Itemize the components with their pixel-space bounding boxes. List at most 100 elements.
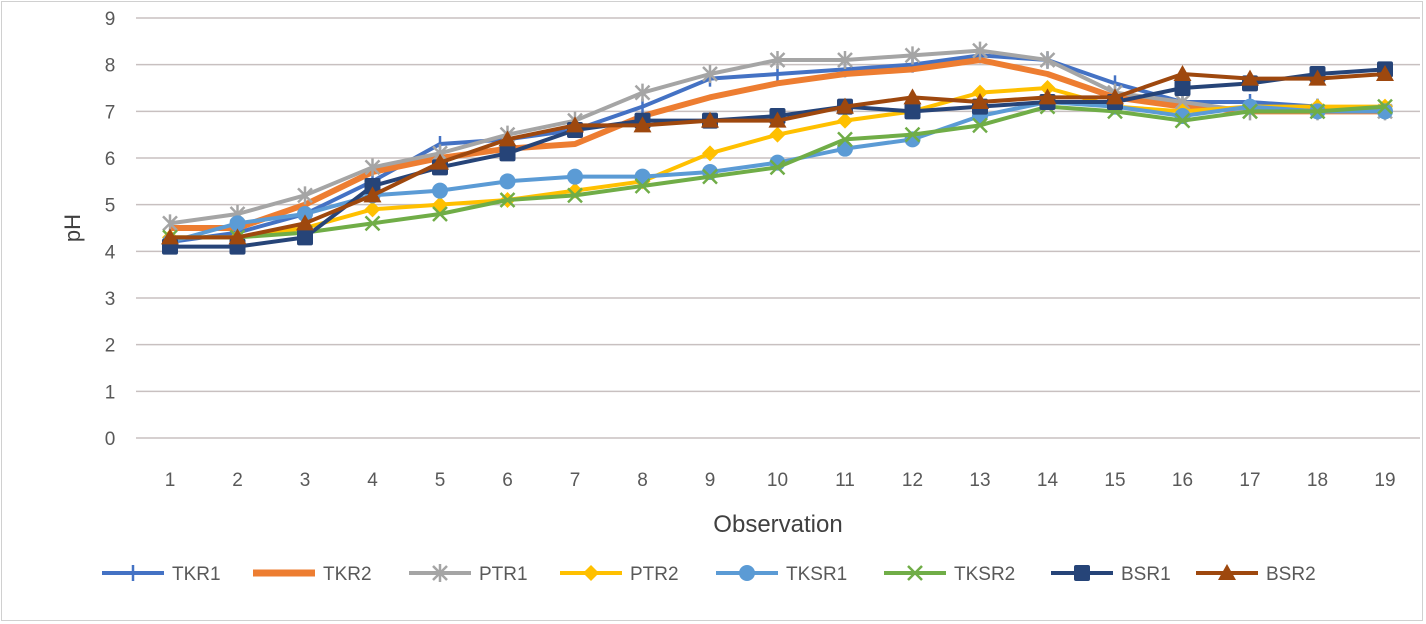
legend-item-tksr1: TKSR1 [716,564,847,585]
legend-marker [739,565,755,581]
x-tick-label: 4 [367,470,378,491]
data-point [567,168,583,185]
data-point [161,228,179,245]
x-tick-label: 17 [1239,470,1260,491]
x-tick-label: 14 [1037,470,1059,491]
x-tick-label: 13 [969,470,990,491]
legend-label: BSR1 [1121,564,1171,585]
legend-item-bsr2: BSR2 [1196,564,1316,585]
legend-item-ptr1: PTR1 [409,564,528,585]
data-point [432,182,448,199]
x-tick-label: 15 [1104,470,1125,491]
y-tick-label: 9 [105,9,116,30]
x-tick-label: 12 [902,470,923,491]
legend-marker [1218,564,1236,580]
y-tick-label: 8 [105,56,116,77]
y-axis-label: pH [60,214,85,242]
data-point [499,173,516,190]
data-point [702,65,718,83]
data-point [837,51,853,69]
data-point [1039,51,1056,69]
data-point [904,103,921,120]
series-bsr2 [161,65,1394,245]
legend-label: TKR1 [172,564,221,585]
y-tick-label: 2 [105,336,116,357]
x-tick-label: 7 [570,470,581,491]
y-tick-label: 7 [105,102,116,123]
data-point [634,168,651,185]
data-point [1241,69,1259,86]
data-point [297,186,313,205]
series-lines [161,41,1394,255]
x-tick-label: 3 [300,470,311,491]
data-point [364,201,381,218]
y-tick-label: 1 [105,382,116,403]
x-tick-label: 18 [1307,470,1328,491]
x-tick-labels: 1 2 3 4 5 6 7 8 9 10 11 12 13 14 15 16 17 18 19 [165,470,1396,491]
data-point [1106,88,1124,105]
x-tick-label: 6 [502,470,513,491]
data-point [297,229,313,246]
x-tick-label: 10 [767,470,788,491]
data-point [633,116,652,133]
data-point [229,215,246,232]
x-tick-label: 16 [1172,470,1193,491]
legend-label: BSR2 [1266,564,1316,585]
x-tick-label: 9 [705,470,716,491]
data-point [769,159,786,176]
data-point [498,130,517,147]
legend-item-tkr2: TKR2 [253,564,372,585]
y-tick-label: 6 [105,149,116,170]
y-tick-labels: 0 1 2 3 4 5 6 7 8 9 [105,9,116,450]
data-point [1309,103,1326,120]
legend-label: TKSR2 [954,564,1015,585]
data-point [904,126,921,143]
legend-marker [907,565,923,581]
data-point [363,186,382,203]
x-tick-label: 8 [637,470,648,491]
legend-label: TKR2 [323,564,372,585]
data-point [1038,88,1057,105]
data-point [702,145,718,162]
data-point [297,206,313,222]
x-tick-label: 11 [835,470,855,491]
data-point [364,215,381,232]
data-point [634,178,651,194]
data-point [228,228,247,245]
data-point [972,41,988,60]
data-point [1174,80,1191,96]
data-point [296,214,314,231]
data-point [1308,69,1327,86]
data-point [1377,98,1393,115]
y-tick-label: 4 [105,242,116,263]
data-point [836,97,854,114]
legend-item-ptr2: PTR2 [560,564,679,585]
legend: TKR1 TKR2 PTR1 PTR2 TKSR1 TKSR2 BSR1 BSR2 [102,564,1316,585]
data-point [903,88,922,105]
legend-label: PTR1 [479,564,528,585]
x-tick-label: 19 [1374,470,1395,491]
data-point [432,206,448,222]
data-point [769,51,786,69]
legend-marker [1074,565,1090,581]
x-tick-label: 5 [435,470,446,491]
data-point [972,84,988,101]
data-point [1174,112,1191,129]
data-point [634,83,651,102]
data-point [972,117,988,134]
data-point [566,116,584,133]
data-point [768,111,787,128]
data-point [702,168,718,185]
y-tick-label: 0 [105,429,116,450]
x-tick-label: 1 [165,470,176,491]
data-point [364,158,381,177]
legend-item-bsr1: BSR1 [1051,564,1171,585]
data-point [769,126,786,143]
legend-item-tkr1: TKR1 [102,564,221,585]
legend-marker [432,564,448,582]
data-point [499,192,516,208]
series-tkr1 [168,47,1387,250]
x-axis-label: Observation [713,511,842,538]
